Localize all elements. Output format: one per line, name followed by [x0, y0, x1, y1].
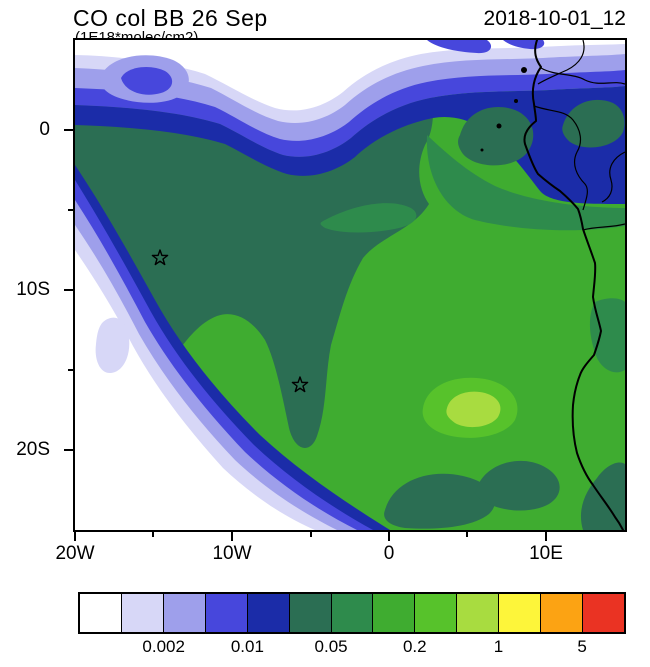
region-pale-yellow-core	[446, 391, 501, 428]
colorbar-cell	[414, 594, 457, 632]
y-tick-major	[64, 129, 73, 131]
colorbar-label: 1	[493, 637, 504, 656]
colorbar-cell	[120, 594, 163, 632]
island-bioko	[521, 67, 527, 73]
island-annobon	[480, 148, 484, 152]
band-top-white	[75, 40, 625, 111]
y-axis-ticks	[64, 40, 73, 530]
blob-blue-topleft	[121, 66, 173, 95]
blob-blue-topedge-1	[427, 40, 492, 54]
colorbar-cell	[330, 594, 373, 632]
map-plot-area	[73, 38, 627, 532]
x-tick-minor	[152, 532, 155, 537]
colorbar-label: 0.2	[402, 637, 427, 656]
colorbar-label: 0.05	[314, 637, 348, 656]
x-tick-label: 10W	[212, 543, 252, 564]
island-sao-tome	[496, 123, 502, 129]
colorbar-cell	[540, 594, 583, 632]
coastline	[523, 40, 624, 530]
colorbar-label: 0.01	[230, 637, 264, 656]
colorbar-cell	[80, 594, 121, 632]
x-tick-major	[545, 532, 548, 541]
border-line-gabon-congo	[533, 105, 588, 211]
colorbar-cell	[456, 594, 499, 632]
x-tick-label: 10E	[529, 543, 563, 564]
colorbar-cell	[246, 594, 289, 632]
colorbar-cell	[372, 594, 415, 632]
x-tick-major	[388, 532, 391, 541]
x-tick-minor	[466, 532, 469, 537]
y-tick-label: 10S	[16, 278, 50, 300]
colorbar-cell	[498, 594, 541, 632]
x-tick-label: 20W	[55, 543, 95, 564]
region-seagreen-curl	[320, 203, 417, 233]
y-tick-label: 20S	[16, 438, 50, 460]
island-principe	[514, 99, 518, 103]
colorbar-cell	[288, 594, 331, 632]
region-dark-patch-inland	[589, 298, 625, 373]
region-dark-patch-bottom	[384, 473, 496, 529]
band-sw-white	[75, 250, 315, 530]
y-axis-labels: 0 10S 20S	[0, 40, 62, 530]
border-line-angola-drc	[582, 223, 625, 231]
border-line-congo-drc	[601, 151, 625, 203]
fire-marker-star-2	[291, 376, 309, 393]
colorbar-cell	[204, 594, 247, 632]
colorbar-cells	[78, 592, 626, 634]
border-line-cameroon	[537, 40, 585, 85]
x-axis-labels: 20W 10W 0 10E	[55, 543, 625, 569]
blob-blue-topedge-2	[503, 40, 545, 50]
colorbar-label: 0.002	[142, 637, 185, 656]
colorbar-labels: 0.002 0.01 0.05 0.2 1 5	[80, 637, 624, 659]
colorbar-label: 5	[577, 637, 587, 656]
fire-marker-star-1	[151, 249, 169, 266]
region-dark-patch-corner-land	[580, 462, 625, 530]
region-teal-patch-in-navy-2	[562, 99, 625, 148]
y-tick-minor	[68, 208, 73, 211]
x-tick-label: 0	[383, 543, 395, 564]
plot-timestamp: 2018-10-01_12	[483, 7, 626, 30]
y-tick-major	[64, 448, 73, 451]
region-dark-patch-bottom-right	[475, 460, 560, 511]
region-teal-patch-in-navy-1	[458, 107, 534, 166]
y-tick-major	[64, 288, 73, 291]
x-axis-ticks	[74, 532, 625, 541]
x-tick-major	[231, 532, 234, 541]
border-line-north	[540, 67, 625, 85]
y-tick-minor	[68, 368, 73, 371]
colorbar-cell	[162, 594, 205, 632]
colorbar-cell	[582, 594, 624, 632]
x-tick-minor	[309, 532, 312, 537]
contour-map-svg	[75, 40, 625, 530]
x-tick-major	[74, 532, 76, 541]
blob-pale-detached	[95, 317, 130, 374]
plot-title: CO col BB 26 Sep	[73, 5, 268, 31]
y-tick-label: 0	[39, 119, 50, 140]
